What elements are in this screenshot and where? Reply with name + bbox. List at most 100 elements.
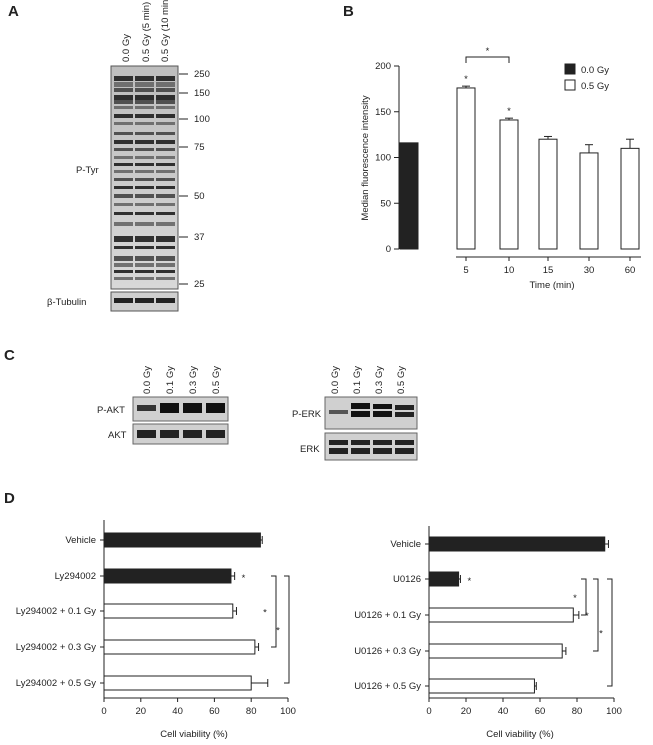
legend-label-0gy: 0.0 Gy (581, 65, 609, 76)
ptyr-band (114, 88, 133, 92)
chart-d2-xtick-label: 60 (535, 706, 546, 717)
chart-b-legend: 0.0 Gy 0.5 Gy (564, 63, 609, 92)
ptyr-band (135, 263, 154, 267)
ptyr-label: P-Tyr (76, 165, 99, 176)
ptyr-band (156, 76, 175, 81)
panel-label-d: D (4, 490, 15, 507)
ptyr-band (114, 277, 133, 280)
ptyr-band (135, 170, 154, 173)
blot-c-right-lane-3: 0.3 Gy (374, 366, 385, 394)
ptyr-band (114, 270, 133, 273)
ptyr-band (156, 186, 175, 189)
chart-d1-bar (103, 603, 234, 619)
chart-d2-bracket (593, 578, 599, 652)
chart-b: Median fluorescence intensity Time (min)… (360, 46, 641, 291)
ptyr-band (156, 100, 175, 104)
chart-b-bar (620, 147, 640, 250)
ptyr-band (135, 163, 154, 166)
tubulin-label: β-Tubulin (47, 297, 86, 308)
ptyr-band (135, 148, 154, 151)
chart-d2-bracket (581, 578, 587, 616)
chart-d1-bar (103, 639, 256, 655)
ptyr-band (135, 186, 154, 189)
chart-d2-bracket (607, 578, 613, 687)
panel-label-a: A (8, 3, 19, 20)
ptyr-band (156, 236, 175, 242)
ptyr-band (156, 163, 175, 166)
ptyr-band (135, 178, 154, 181)
ptyr-band (135, 100, 154, 104)
blot-c-right-lane-1: 0.0 Gy (330, 366, 341, 394)
chart-b-bar (538, 138, 558, 250)
ptyr-band (156, 194, 175, 198)
blot-a-lane-3: 0.5 Gy (10 min) (160, 0, 171, 62)
chart-d2-bracket-label: * (599, 629, 603, 640)
chart-b-bar (456, 87, 476, 250)
panel-label-b: B (343, 3, 354, 20)
mw-75: 75 (194, 142, 205, 153)
ptyr-band (135, 95, 154, 100)
chart-d2-xtick-label: 100 (606, 706, 622, 717)
ptyr-band (114, 163, 133, 166)
ptyr-band (156, 156, 175, 159)
chart-d-u0126: Cell viability (%) 0 20 40 60 80 100 Vehicle U0… (354, 526, 622, 740)
ptyr-band (114, 122, 133, 125)
ptyr-band (135, 236, 154, 242)
chart-d2-bar (428, 678, 535, 694)
legend-swatch-05gy (564, 79, 576, 91)
chart-d2-category-label: U0126 + 0.1 Gy (354, 610, 421, 621)
ptyr-band (114, 100, 133, 104)
chart-b-xtick-label: 15 (543, 265, 554, 276)
ptyr-band (114, 140, 133, 144)
chart-d1-bar (103, 532, 261, 548)
blot-c-right-lane-4: 0.5 Gy (396, 366, 407, 394)
ptyr-band (156, 106, 175, 109)
blot-a-lane-2: 0.5 Gy (5 min) (141, 2, 152, 62)
chart-d1-xtick-label: 60 (209, 706, 220, 717)
ptyr-band (114, 170, 133, 173)
chart-b-ytick-label: 150 (375, 107, 391, 118)
mw-25: 25 (194, 279, 205, 290)
blot-c-left-lane-4: 0.5 Gy (211, 366, 222, 394)
ptyr-band (114, 194, 133, 198)
ptyr-band (156, 82, 175, 87)
chart-d2-category-label: Vehicle (390, 539, 421, 550)
chart-d2-xlabel: Cell viability (%) (486, 729, 554, 740)
chart-b-bar (579, 152, 599, 250)
chart-b-xtick-label: 5 (463, 265, 468, 276)
mw-50: 50 (194, 191, 205, 202)
ptyr-band (156, 203, 175, 206)
ptyr-band (114, 178, 133, 181)
chart-b-ylabel: Median fluorescence intensity (360, 95, 371, 220)
blot-c-akt: 0.0 Gy 0.1 Gy 0.3 Gy 0.5 Gy P-AKT AKT (97, 366, 229, 445)
chart-d1-category-label: Vehicle (65, 535, 96, 546)
ptyr-band (156, 178, 175, 181)
chart-b-bar (499, 119, 519, 250)
ptyr-band (156, 95, 175, 100)
ptyr-band (114, 132, 133, 135)
panel-label-c: C (4, 347, 15, 364)
ptyr-band (156, 88, 175, 92)
ptyr-band (114, 222, 133, 226)
ptyr-band (156, 140, 175, 144)
chart-d1-bracket-label: * (263, 608, 267, 619)
chart-d2-xtick-label: 0 (426, 706, 431, 717)
chart-d1-xtick-label: 80 (246, 706, 257, 717)
ptyr-band (114, 236, 133, 242)
chart-d1-bar (103, 568, 232, 584)
legend-swatch-0gy (564, 63, 576, 75)
chart-d2-category-label: U0126 + 0.5 Gy (354, 681, 421, 692)
ptyr-band (135, 114, 154, 118)
ptyr-band (156, 212, 175, 215)
blot-c-left-lane-3: 0.3 Gy (188, 366, 199, 394)
chart-d2-category-label: U0126 + 0.3 Gy (354, 646, 421, 657)
chart-d1-xtick-label: 20 (136, 706, 147, 717)
ptyr-band (114, 246, 133, 249)
chart-d2-bar (428, 571, 460, 587)
mw-150: 150 (194, 88, 210, 99)
chart-d2-xtick-label: 80 (572, 706, 583, 717)
mw-100: 100 (194, 114, 210, 125)
chart-b-ytick-label: 50 (380, 198, 391, 209)
chart-d1-xtick-label: 0 (101, 706, 106, 717)
chart-d1-bracket (271, 575, 277, 648)
